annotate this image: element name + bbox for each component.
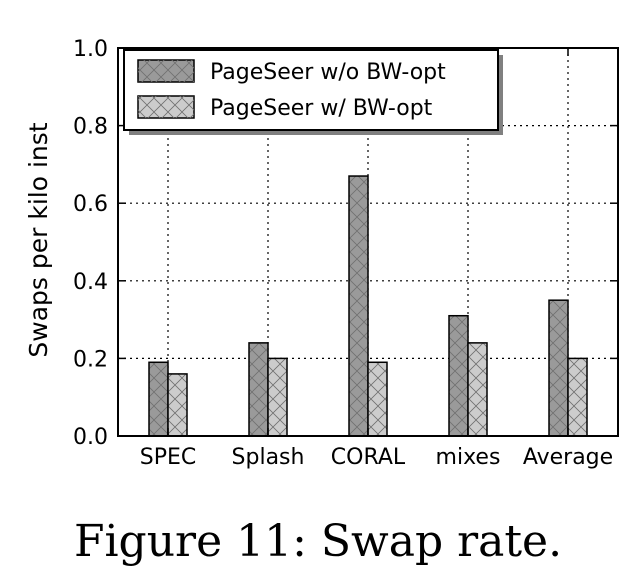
x-tick-label: SPEC	[140, 445, 197, 470]
y-axis-title: Swaps per kilo inst	[24, 122, 53, 357]
bar-chart: 0.0 0.2 0.4 0.6 0.8 1.0 SPEC Splash CORAL mixes A…	[24, 37, 619, 470]
bar-hatch-with-bw-opt	[167, 373, 188, 437]
bar-hatch-with-bw-opt	[567, 357, 588, 437]
x-tick-label: Splash	[232, 445, 305, 470]
y-tick-label: 0.2	[73, 347, 108, 372]
bar-hatch-with-bw-opt	[467, 342, 488, 437]
bar-hatch-with-bw-opt	[367, 361, 388, 437]
figure-caption: Figure 11: Swap rate.	[73, 516, 563, 567]
bars	[148, 175, 588, 437]
bar-hatch-without-bw-opt	[148, 361, 169, 437]
y-tick-label: 0.0	[73, 425, 108, 450]
bar-hatch-with-bw-opt	[267, 357, 288, 437]
y-tick-label: 0.4	[73, 270, 108, 295]
y-axis-ticks: 0.0 0.2 0.4 0.6 0.8 1.0	[73, 37, 618, 450]
y-tick-label: 0.8	[73, 115, 108, 140]
x-tick-label: CORAL	[331, 445, 406, 470]
bar-hatch-without-bw-opt	[548, 299, 569, 437]
legend-label-with-bw-opt: PageSeer w/ BW-opt	[210, 96, 433, 121]
y-tick-label: 1.0	[73, 37, 108, 62]
x-tick-label: mixes	[436, 445, 501, 470]
bar-hatch-without-bw-opt	[448, 314, 469, 437]
legend-swatch-hatch-with-bw-opt	[138, 96, 194, 118]
legend-swatch-hatch-without-bw-opt	[138, 60, 194, 82]
y-tick-label: 0.6	[73, 192, 108, 217]
bar-hatch-without-bw-opt	[248, 342, 269, 437]
x-axis-ticks: SPEC Splash CORAL mixes Average	[140, 48, 613, 470]
legend-label-without-bw-opt: PageSeer w/o BW-opt	[210, 60, 446, 85]
x-tick-label: Average	[523, 445, 613, 470]
bar-hatch-without-bw-opt	[348, 175, 369, 437]
legend: PageSeer w/o BW-opt PageSeer w/ BW-opt	[123, 49, 503, 135]
